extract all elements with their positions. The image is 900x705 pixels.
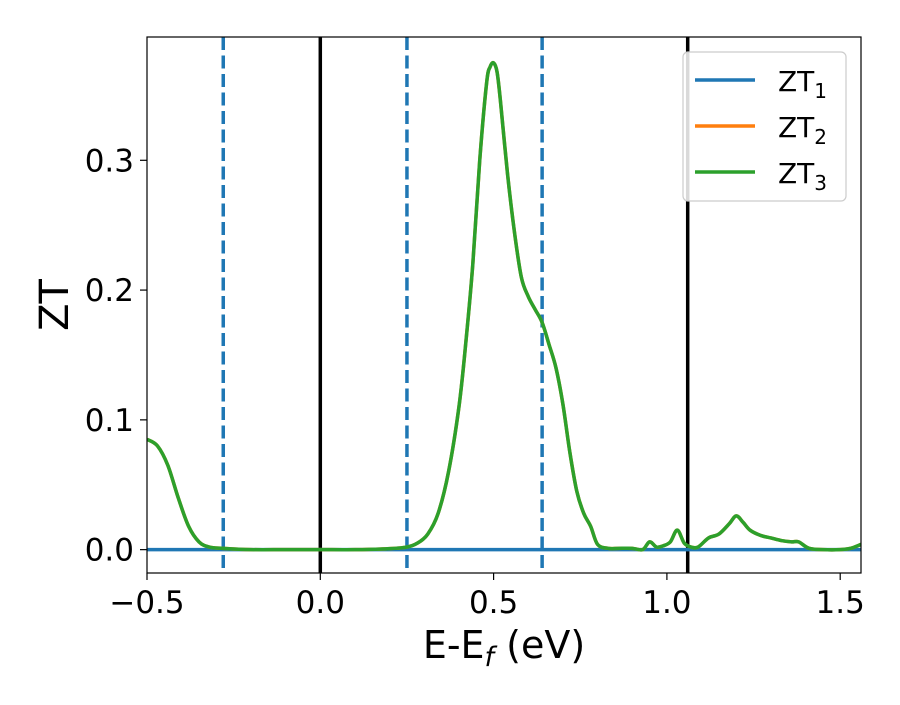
y-tick-label: 0.2 bbox=[85, 273, 134, 309]
legend-label-2: ZT2 bbox=[778, 111, 827, 149]
x-tick-label: 0.0 bbox=[296, 585, 345, 621]
x-tick-label: −0.5 bbox=[109, 585, 184, 621]
series-lines bbox=[147, 60, 861, 552]
x-tick-label: 1.5 bbox=[816, 585, 865, 621]
plot-frame bbox=[146, 36, 862, 574]
x-tick-label: 0.5 bbox=[469, 585, 518, 621]
vertical-reference-lines bbox=[221, 37, 690, 573]
axes: −0.5 0.0 0.5 1.0 1.5 0.0 0.1 0.2 0.3 E-Ef (eV) ZT bbox=[32, 36, 865, 673]
x-tick-label: 1.0 bbox=[642, 585, 691, 621]
legend-label-1: ZT1 bbox=[778, 65, 827, 103]
legend-label-3: ZT3 bbox=[778, 157, 827, 195]
y-tick-label: 0.3 bbox=[85, 143, 134, 179]
y-tick-label: 0.1 bbox=[85, 403, 134, 439]
y-tick-label: 0.0 bbox=[85, 533, 134, 569]
x-axis-label: E-Ef (eV) bbox=[423, 623, 585, 673]
legend-box bbox=[682, 51, 847, 202]
y-axis-label: ZT bbox=[32, 279, 78, 331]
legend: ZT1 ZT2 ZT3 bbox=[682, 51, 847, 202]
series-line-3 bbox=[147, 60, 861, 552]
